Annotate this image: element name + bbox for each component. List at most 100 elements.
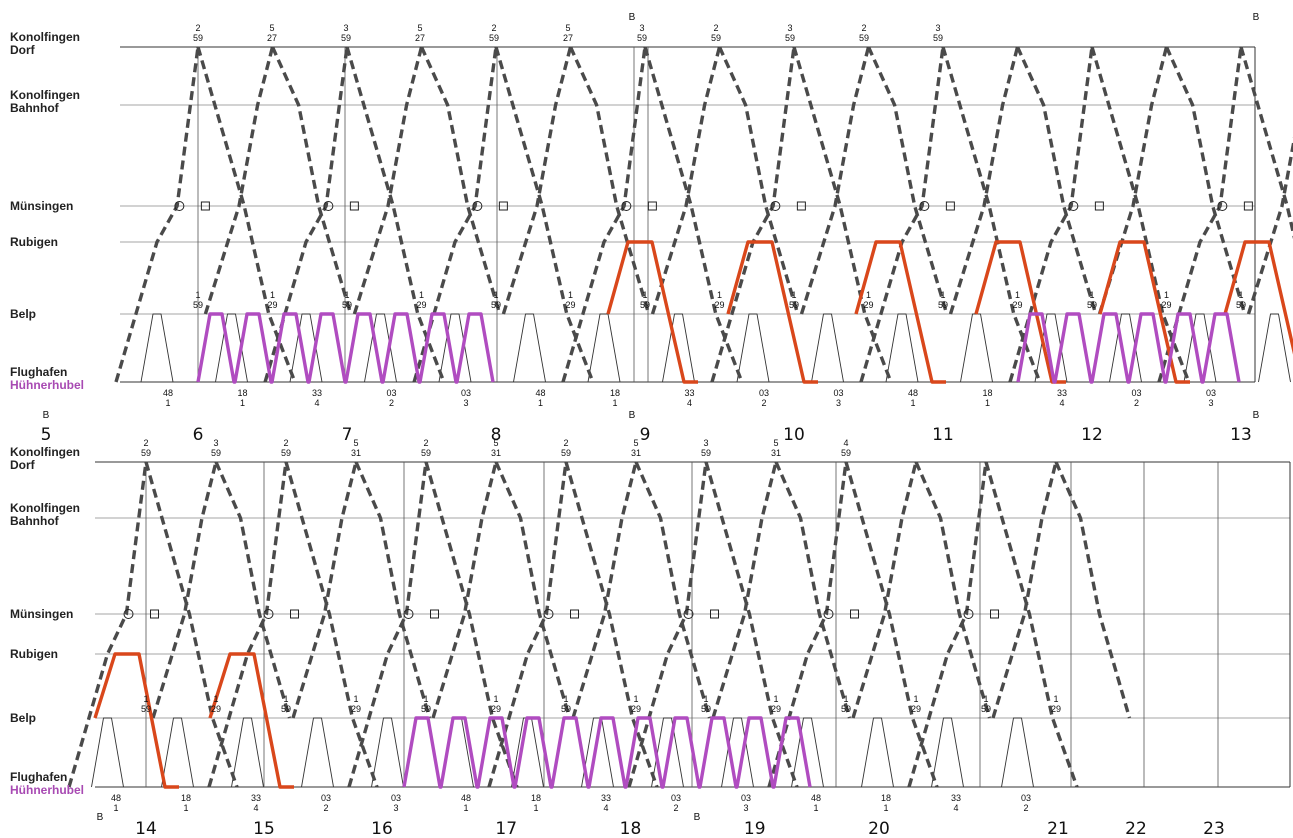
minute-label: 03 [461, 388, 471, 398]
dashed-trip [263, 46, 349, 383]
minute-label: 31 [351, 448, 361, 458]
dashed-trip [494, 46, 595, 383]
minute-label: 59 [981, 704, 991, 714]
dashed-trip [704, 461, 799, 788]
dashed-trip [352, 46, 424, 315]
red-trip [854, 240, 946, 384]
stop-circle [472, 201, 483, 211]
stop-square [796, 201, 806, 211]
dashed-trip [494, 461, 572, 719]
minute-label: 59 [701, 448, 711, 458]
station-label: Bahnhof [10, 101, 60, 115]
station-label: Konolfingen [10, 30, 80, 44]
stop-square [430, 609, 439, 619]
minute-label: 1 [1164, 290, 1169, 300]
dashed-trip [941, 46, 1042, 383]
dashed-trip [1090, 46, 1191, 383]
dashed-trip [214, 461, 292, 719]
minute-label: 59 [141, 704, 151, 714]
minute-label: 5 [773, 438, 778, 448]
minute-label: 29 [863, 300, 873, 310]
minute-label: 1 [195, 290, 200, 300]
minute-label: 1 [612, 398, 617, 408]
minute-label: 59 [1236, 300, 1246, 310]
hour-label: 6 [193, 425, 204, 445]
thin-trip [231, 717, 264, 788]
minute-label: 3 [703, 438, 708, 448]
minute-label: 2 [389, 398, 394, 408]
hour-label: 19 [744, 819, 766, 838]
dashed-trip [144, 461, 239, 788]
dashed-trip [207, 461, 288, 788]
stop-circle [174, 201, 185, 211]
minute-label: 27 [563, 33, 573, 43]
minute-label: 48 [111, 793, 121, 803]
minute-label: 59 [489, 33, 499, 43]
minute-label: 33 [312, 388, 322, 398]
stop-circle [123, 609, 134, 619]
minute-label: 1 [568, 290, 573, 300]
minute-label: 33 [951, 793, 961, 803]
thin-trip [587, 313, 621, 383]
minute-label: 4 [603, 803, 608, 813]
minute-label: 1 [213, 694, 218, 704]
b-marker: B [43, 410, 50, 421]
minute-label: 1 [703, 694, 708, 704]
minute-label: 29 [771, 704, 781, 714]
minute-label: 59 [211, 448, 221, 458]
minute-label: 5 [565, 23, 570, 33]
minute-label: 1 [1015, 290, 1020, 300]
dashed-trip [710, 46, 796, 383]
minute-label: 1 [240, 398, 245, 408]
dashed-trip [844, 461, 939, 788]
thin-trip [1258, 313, 1291, 383]
minute-label: 29 [491, 704, 501, 714]
dashed-trip [419, 46, 502, 315]
minute-label: 1 [773, 694, 778, 704]
minute-label: 1 [563, 694, 568, 704]
red-trip [208, 652, 294, 789]
minute-label: 2 [1134, 398, 1139, 408]
thin-trip [581, 717, 614, 788]
minute-label: 1 [353, 694, 358, 704]
minute-label: 33 [684, 388, 694, 398]
station-label: Münsingen [10, 607, 73, 621]
minute-label: 59 [561, 448, 571, 458]
minute-label: 5 [633, 438, 638, 448]
minute-label: 1 [344, 290, 349, 300]
minute-label: 18 [237, 388, 247, 398]
minute-label: 18 [531, 793, 541, 803]
minute-label: 59 [141, 448, 151, 458]
minute-label: 1 [883, 803, 888, 813]
thin-trip [438, 313, 472, 383]
thin-trip [791, 717, 824, 788]
hour-label: 14 [135, 819, 157, 838]
minute-label: 1 [533, 803, 538, 813]
minute-label: 29 [1012, 300, 1022, 310]
minute-label: 3 [213, 438, 218, 448]
dashed-trip [412, 46, 498, 383]
purple-trip [402, 716, 812, 789]
minute-label: 2 [1023, 803, 1028, 813]
dashed-trip [196, 46, 297, 383]
minute-label: 2 [563, 438, 568, 448]
station-label: Münsingen [10, 199, 73, 213]
minute-label: 4 [843, 438, 848, 448]
dashed-trip [203, 46, 275, 315]
minute-label: 29 [911, 704, 921, 714]
minute-label: 03 [833, 388, 843, 398]
minute-label: 1 [419, 290, 424, 300]
dashed-trip [568, 46, 651, 315]
station-label: Belp [10, 307, 36, 321]
minute-label: 59 [342, 300, 352, 310]
minute-label: 48 [535, 388, 545, 398]
minute-label: 1 [983, 694, 988, 704]
minute-label: 31 [491, 448, 501, 458]
minute-label: 1 [463, 803, 468, 813]
dashed-trip [851, 461, 918, 719]
minute-label: 1 [1089, 290, 1094, 300]
minute-label: 2 [673, 803, 678, 813]
hour-label: 5 [41, 425, 52, 445]
minute-label: 59 [637, 33, 647, 43]
hour-label: 16 [371, 819, 393, 838]
